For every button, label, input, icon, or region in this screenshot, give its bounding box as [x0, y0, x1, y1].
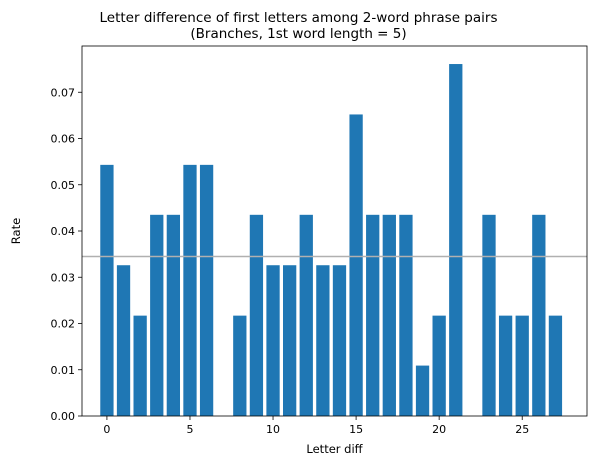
bar-13 — [316, 265, 330, 416]
bar-9 — [249, 214, 264, 416]
x-tick-label: 20 — [432, 423, 446, 436]
y-tick-label: 0.02 — [51, 318, 76, 331]
bar-11 — [283, 265, 297, 416]
bar-14 — [332, 265, 347, 416]
x-tick-label: 10 — [266, 423, 280, 436]
bar-23 — [482, 214, 496, 416]
x-tick-label: 0 — [103, 423, 110, 436]
bar-19 — [415, 365, 430, 416]
y-tick-label: 0.01 — [51, 364, 76, 377]
chart-title-line-2: (Branches, 1st word length = 5) — [190, 26, 407, 42]
y-tick-label: 0.03 — [51, 271, 76, 284]
x-tick-label: 25 — [515, 423, 529, 436]
x-ticks-group: 0 5 10 15 20 25 — [103, 416, 529, 436]
y-tick-label: 0.06 — [51, 133, 76, 146]
x-tick-label: 5 — [186, 423, 193, 436]
bar-5 — [183, 164, 197, 416]
bar-26 — [532, 214, 546, 416]
y-tick-label: 0.07 — [51, 86, 76, 99]
bar-17 — [382, 214, 396, 416]
bar-2 — [133, 315, 147, 416]
x-tick-label: 15 — [349, 423, 363, 436]
bar-3 — [150, 214, 164, 416]
y-tick-label: 0.00 — [51, 410, 76, 423]
y-ticks-group: 0.00 0.01 0.02 0.03 0.04 0.05 0.06 0.07 — [51, 86, 82, 423]
y-axis-label: Rate — [9, 218, 23, 244]
chart-title-line-1: Letter difference of first letters among… — [99, 10, 498, 26]
bar-18 — [399, 214, 413, 416]
bar-20 — [432, 315, 446, 416]
bar-24 — [498, 315, 513, 416]
bar-0 — [100, 164, 114, 416]
bars-group — [100, 64, 563, 416]
x-axis-label: Letter diff — [306, 442, 363, 456]
bar-10 — [266, 265, 280, 416]
bar-8 — [233, 315, 247, 416]
bar-15 — [349, 114, 363, 416]
y-tick-label: 0.05 — [51, 179, 76, 192]
bar-16 — [366, 214, 380, 416]
y-tick-label: 0.04 — [51, 225, 76, 238]
bar-25 — [515, 315, 529, 416]
bar-1 — [116, 265, 131, 416]
bar-27 — [548, 315, 563, 416]
bar-4 — [166, 214, 181, 416]
bar-21 — [449, 64, 463, 416]
bar-12 — [299, 214, 313, 416]
bar-6 — [199, 164, 214, 416]
